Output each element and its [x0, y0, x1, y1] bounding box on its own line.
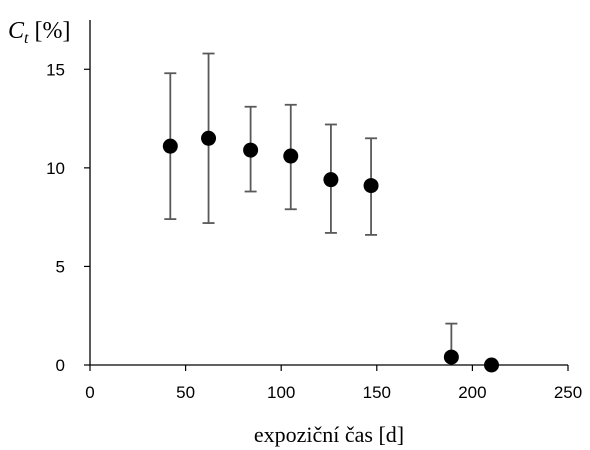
data-point — [443, 349, 459, 365]
y-axis-subscript: t — [24, 30, 29, 47]
data-point — [283, 148, 299, 164]
y-axis-title: Ct [%] — [8, 18, 70, 47]
data-point — [323, 172, 339, 188]
data-point — [243, 142, 259, 158]
x-axis-title: expoziční čas [d] — [254, 422, 404, 447]
data-point — [201, 130, 217, 146]
x-axis-ticks: 0 50 100 150 200 250 — [85, 365, 582, 402]
x-tick-label: 150 — [363, 383, 391, 402]
error-bars — [164, 52, 458, 358]
data-point — [363, 178, 379, 194]
x-tick-label: 200 — [458, 383, 486, 402]
data-point — [484, 357, 500, 373]
x-tick-label: 50 — [176, 383, 195, 402]
plot-area — [89, 20, 568, 366]
x-tick-label: 100 — [267, 383, 295, 402]
y-axis-symbol: C — [8, 18, 25, 44]
data-point — [162, 138, 178, 154]
x-tick-label: 0 — [85, 383, 94, 402]
y-tick-label: 15 — [46, 60, 65, 79]
y-axis-unit: [%] — [34, 18, 70, 44]
x-tick-label: 250 — [554, 383, 582, 402]
y-axis-ticks: 0 5 10 15 — [46, 60, 90, 375]
y-tick-label: 5 — [56, 257, 65, 276]
y-tick-label: 10 — [46, 159, 65, 178]
data-points — [162, 130, 500, 373]
y-tick-label: 0 — [56, 356, 65, 375]
